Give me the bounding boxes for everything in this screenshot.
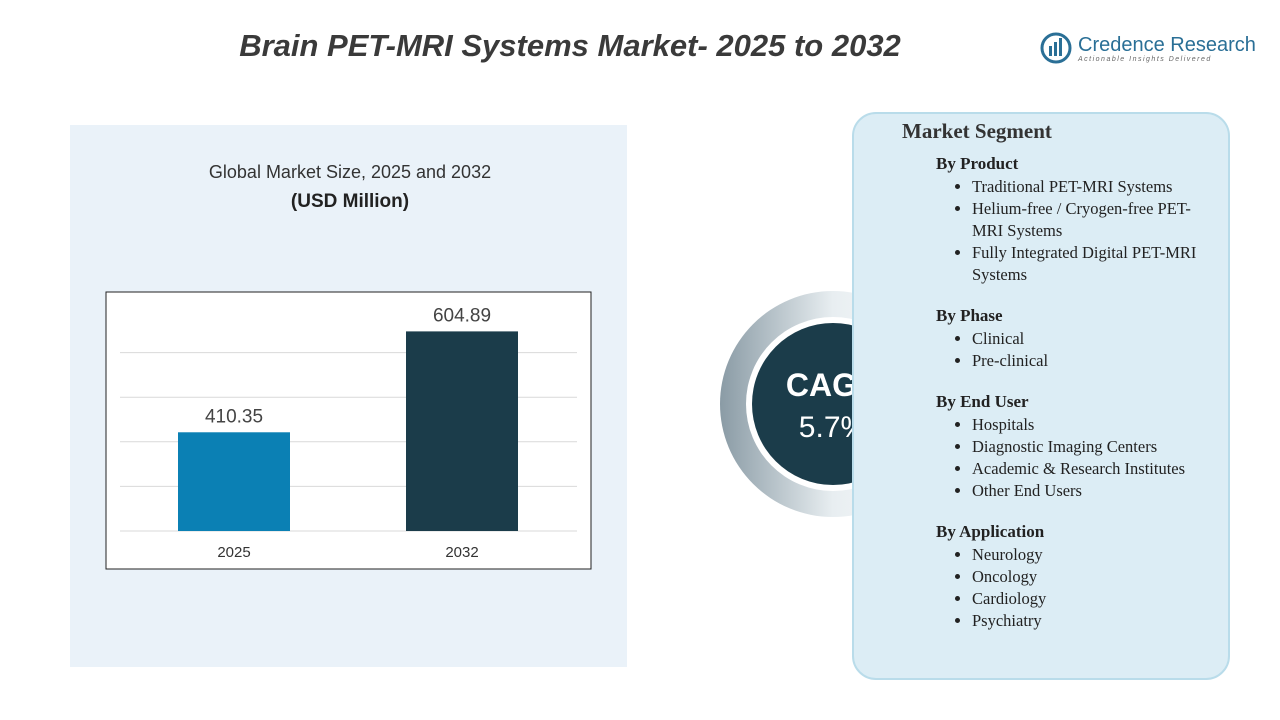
- segment-item: Academic & Research Institutes: [972, 458, 1206, 480]
- segment-list: Traditional PET-MRI SystemsHelium-free /…: [936, 176, 1206, 286]
- segment-panel: Market Segment By Product Traditional PET…: [852, 112, 1230, 680]
- value-label: 604.89: [433, 305, 491, 326]
- segment-list: ClinicalPre-clinical: [936, 328, 1206, 372]
- segment-item: Pre-clinical: [972, 350, 1206, 372]
- value-label: 410.35: [205, 406, 263, 427]
- bar: [406, 331, 518, 531]
- segment-item: Helium-free / Cryogen-free PET-MRI Syste…: [972, 198, 1206, 242]
- chart-title: Global Market Size, 2025 and 2032: [209, 162, 491, 182]
- logo-icon: [1040, 32, 1072, 64]
- segment-heading: By End User: [936, 392, 1029, 411]
- page-title: Brain PET-MRI Systems Market- 2025 to 20…: [239, 28, 901, 63]
- segment-item: Hospitals: [972, 414, 1206, 436]
- x-tick-label: 2025: [217, 544, 250, 561]
- x-tick-label: 2032: [445, 544, 478, 561]
- segment-item: Diagnostic Imaging Centers: [972, 436, 1206, 458]
- segment-list: NeurologyOncologyCardiologyPsychiatry: [936, 544, 1206, 632]
- segment-item: Clinical: [972, 328, 1206, 350]
- bar: [178, 432, 290, 531]
- logo-tagline: Actionable Insights Delivered: [1078, 56, 1212, 63]
- segment-item: Neurology: [972, 544, 1206, 566]
- segment-item: Fully Integrated Digital PET-MRI Systems: [972, 242, 1206, 286]
- segment-heading: By Product: [936, 154, 1019, 173]
- segment-groups: By Product Traditional PET-MRI SystemsHel…: [936, 154, 1206, 652]
- segment-item: Traditional PET-MRI Systems: [972, 176, 1206, 198]
- segment-item: Cardiology: [972, 588, 1206, 610]
- chart-subtitle: (USD Million): [291, 191, 409, 212]
- segment-item: Other End Users: [972, 480, 1206, 502]
- segment-heading: By Application: [936, 522, 1045, 541]
- segment-item: Oncology: [972, 566, 1206, 588]
- logo-name: Credence Research: [1078, 34, 1256, 56]
- segment-title: Market Segment: [902, 119, 1052, 143]
- segment-item: Psychiatry: [972, 610, 1206, 632]
- segment-heading: By Phase: [936, 306, 1003, 325]
- segment-list: HospitalsDiagnostic Imaging CentersAcade…: [936, 414, 1206, 502]
